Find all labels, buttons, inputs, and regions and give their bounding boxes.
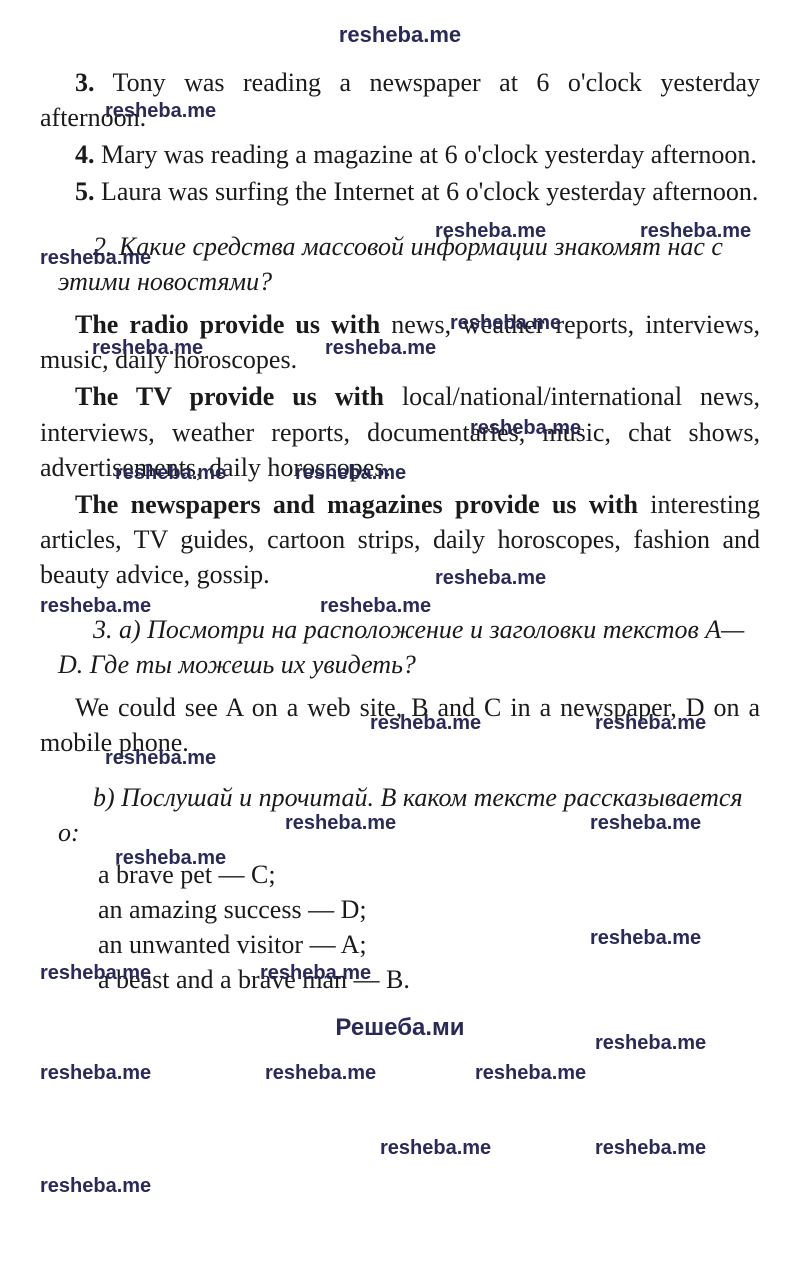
list-item: an amazing success — D; bbox=[98, 892, 760, 927]
ex1-item-5: 5. Laura was surfing the Internet at 6 o… bbox=[40, 174, 760, 209]
ex2-question: 2. Какие средства массовой информации зн… bbox=[40, 229, 760, 299]
list-item: an unwanted visitor — A; bbox=[98, 927, 760, 962]
watermark-stamp: resheba.me bbox=[380, 1135, 491, 1162]
footer-watermark: Решеба.ми bbox=[40, 1012, 760, 1044]
header-watermark: resheba.me bbox=[40, 20, 760, 50]
item-number: 5. bbox=[75, 177, 95, 206]
watermark-stamp: resheba.me bbox=[265, 1060, 376, 1087]
item-text: Laura was surfing the Internet at 6 o'cl… bbox=[95, 177, 759, 206]
ex2-radio: The radio provide us with news, weather … bbox=[40, 307, 760, 377]
item-text: Tony was reading a newspaper at 6 o'cloc… bbox=[40, 68, 760, 132]
lead-text: The newspapers and magazines provide us … bbox=[75, 490, 638, 519]
watermark-stamp: resheba.me bbox=[595, 1135, 706, 1162]
item-text: Mary was reading a magazine at 6 o'clock… bbox=[95, 140, 757, 169]
watermark-stamp: resheba.me bbox=[40, 1173, 151, 1200]
ex3a-question: 3. a) Посмотри на расположение и заголов… bbox=[40, 612, 760, 682]
ex3b-answers: a brave pet — C; an amazing success — D;… bbox=[98, 857, 760, 997]
lead-text: The radio provide us with bbox=[75, 310, 380, 339]
watermark-stamp: resheba.me bbox=[40, 1060, 151, 1087]
ex2-papers: The newspapers and magazines provide us … bbox=[40, 487, 760, 592]
ex1-item-3: 3. Tony was reading a newspaper at 6 o'c… bbox=[40, 65, 760, 135]
list-item: a brave pet — C; bbox=[98, 857, 760, 892]
ex1-item-4: 4. Mary was reading a magazine at 6 o'cl… bbox=[40, 137, 760, 172]
list-item: a beast and a brave man — B. bbox=[98, 962, 760, 997]
item-number: 4. bbox=[75, 140, 95, 169]
lead-text: The TV provide us with bbox=[75, 382, 384, 411]
item-number: 3. bbox=[75, 68, 95, 97]
ex3b-question: b) Послушай и прочитай. В каком тексте р… bbox=[40, 780, 760, 850]
ex2-tv: The TV provide us with local/national/in… bbox=[40, 379, 760, 484]
watermark-stamp: resheba.me bbox=[475, 1060, 586, 1087]
ex3a-answer: We could see A on a web site, B and C in… bbox=[40, 690, 760, 760]
